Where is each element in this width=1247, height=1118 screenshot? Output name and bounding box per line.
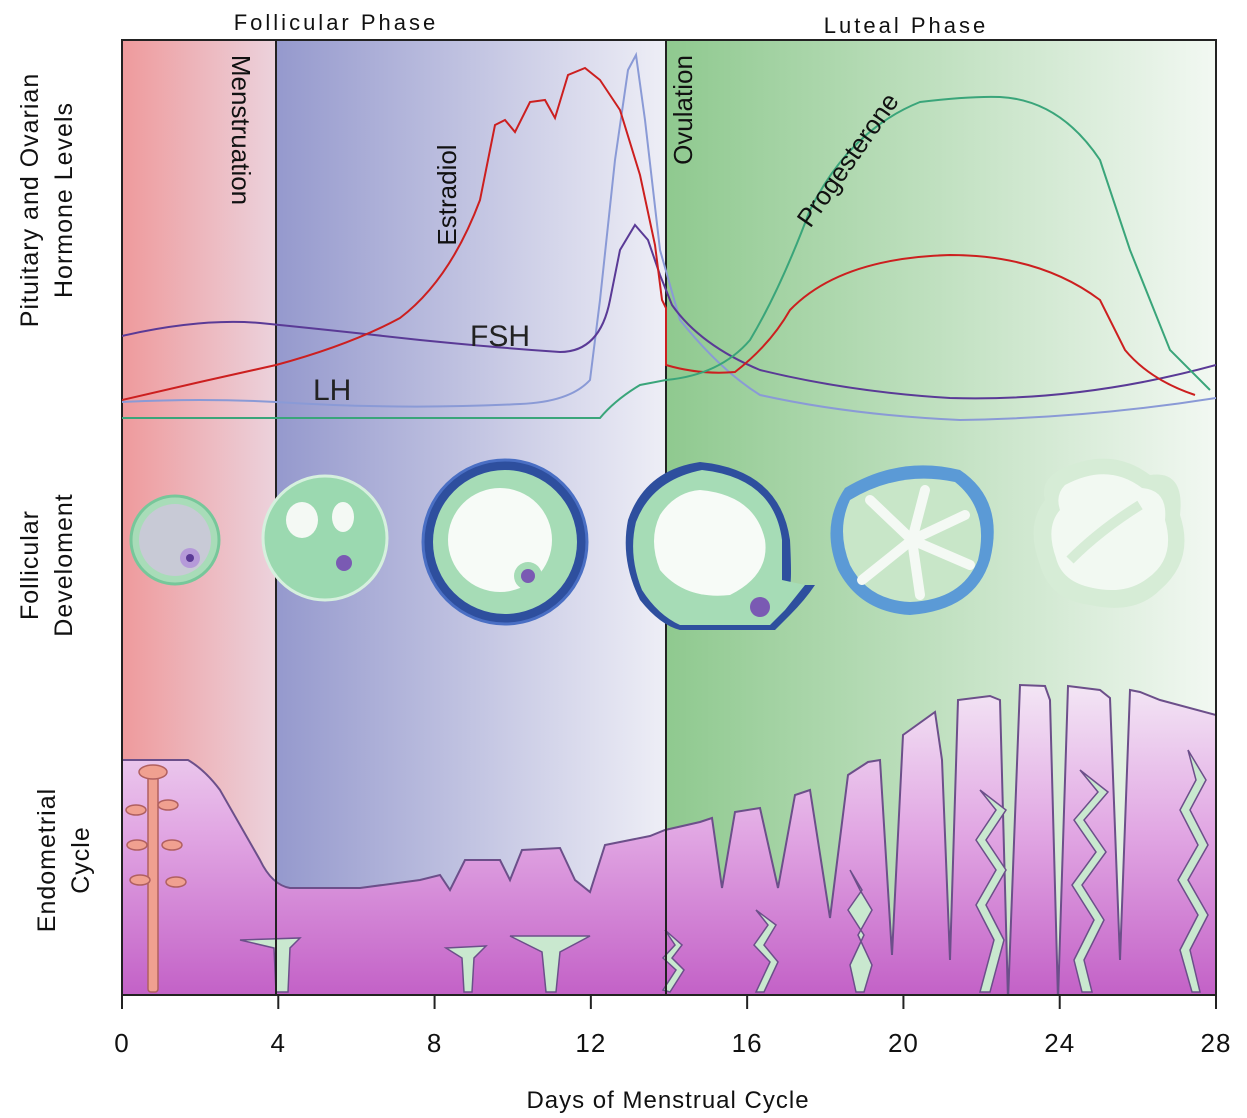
- lh-curve: [122, 51, 1216, 422]
- corpus-albicans: [1033, 458, 1185, 608]
- ovulation-label: Ovulation: [668, 55, 698, 165]
- hormone-curves: [122, 51, 1216, 422]
- hormone-levels-label: Pituitary and Ovarian Hormone Levels: [16, 73, 78, 327]
- rupturing-follicle: [625, 462, 815, 630]
- x-tick-label: 0: [114, 1028, 129, 1058]
- x-tick-label: 28: [1201, 1028, 1232, 1058]
- x-tick-label: 16: [732, 1028, 763, 1058]
- luteal-phase-title: Luteal Phase: [824, 13, 988, 38]
- svg-text:Follicular: Follicular: [16, 510, 44, 620]
- endometrial-cycle-label: Endometrial Cycle: [33, 788, 95, 932]
- tertiary-follicle: [421, 458, 589, 626]
- estradiol-curve: [122, 66, 1196, 401]
- corpus-luteum: [830, 465, 994, 615]
- lh-label: LH: [313, 374, 351, 407]
- x-tick-label: 12: [575, 1028, 606, 1058]
- menstruation-label: Menstruation: [226, 55, 256, 205]
- primary-follicle: [129, 494, 221, 586]
- follicular-development: [129, 458, 1185, 630]
- follicular-development-label: Follicular Develoment: [16, 493, 78, 636]
- endometrium: [122, 683, 1216, 995]
- x-tick-label: 24: [1044, 1028, 1075, 1058]
- endometrial-glands: [239, 749, 1209, 993]
- secondary-follicle: [261, 474, 389, 602]
- fsh-curve: [122, 223, 1216, 400]
- estradiol-label: Estradiol: [432, 144, 462, 245]
- fsh-label: FSH: [470, 320, 530, 353]
- svg-text:Cycle: Cycle: [67, 826, 95, 894]
- x-axis-title: Days of Menstrual Cycle: [526, 1087, 809, 1114]
- svg-text:Endometrial: Endometrial: [33, 788, 61, 932]
- spiral-artery: [125, 764, 187, 993]
- svg-text:Pituitary and Ovarian: Pituitary and Ovarian: [16, 73, 44, 327]
- x-axis: 0 4 8 12 16 20 24 28 Days of Menstrual Cycle: [114, 994, 1232, 1114]
- svg-text:Develoment: Develoment: [50, 493, 78, 636]
- progesterone-curve: [122, 95, 1211, 419]
- x-tick-label: 20: [888, 1028, 919, 1058]
- x-tick-label: 8: [427, 1028, 442, 1058]
- svg-text:Hormone Levels: Hormone Levels: [50, 102, 78, 298]
- follicular-phase-title: Follicular Phase: [234, 10, 439, 35]
- x-tick-label: 4: [271, 1028, 286, 1058]
